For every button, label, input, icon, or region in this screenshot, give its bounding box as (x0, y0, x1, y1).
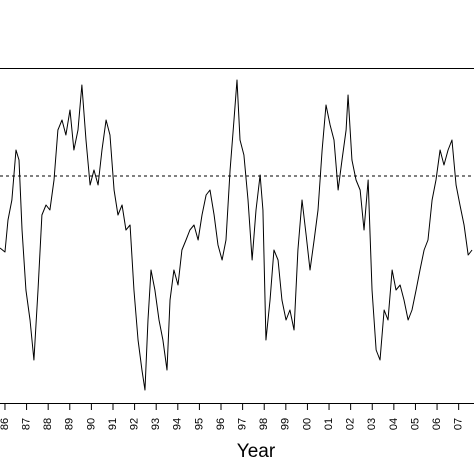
x-tick-label: 86 (0, 418, 11, 430)
x-tick-label: 00 (301, 418, 313, 430)
x-tick-label: 93 (150, 418, 162, 430)
x-tick-label: 88 (42, 418, 54, 430)
x-tick-label: 95 (193, 418, 205, 430)
x-tick-label: 99 (280, 418, 292, 430)
x-tick-label: 92 (129, 418, 141, 430)
x-tick-label: 07 (453, 418, 465, 430)
x-tick-label: 94 (172, 418, 184, 430)
data-line (0, 79, 473, 391)
x-tick-label: 90 (85, 418, 97, 430)
x-tick-label: 05 (409, 418, 421, 430)
x-tick-label: 06 (431, 418, 443, 430)
x-tick-label: 02 (345, 418, 357, 430)
x-tick-label: 03 (366, 418, 378, 430)
x-axis-title: Year (237, 441, 276, 462)
x-tick-label: 91 (107, 418, 119, 430)
x-tick-label: 87 (20, 418, 32, 430)
x-tick-label: 97 (237, 418, 249, 430)
x-tick-label: 04 (388, 418, 400, 430)
x-tick-label: 89 (64, 418, 76, 430)
x-tick-label: 96 (215, 418, 227, 430)
x-tick-label: 98 (258, 418, 270, 430)
x-tick-label: 01 (323, 418, 335, 430)
